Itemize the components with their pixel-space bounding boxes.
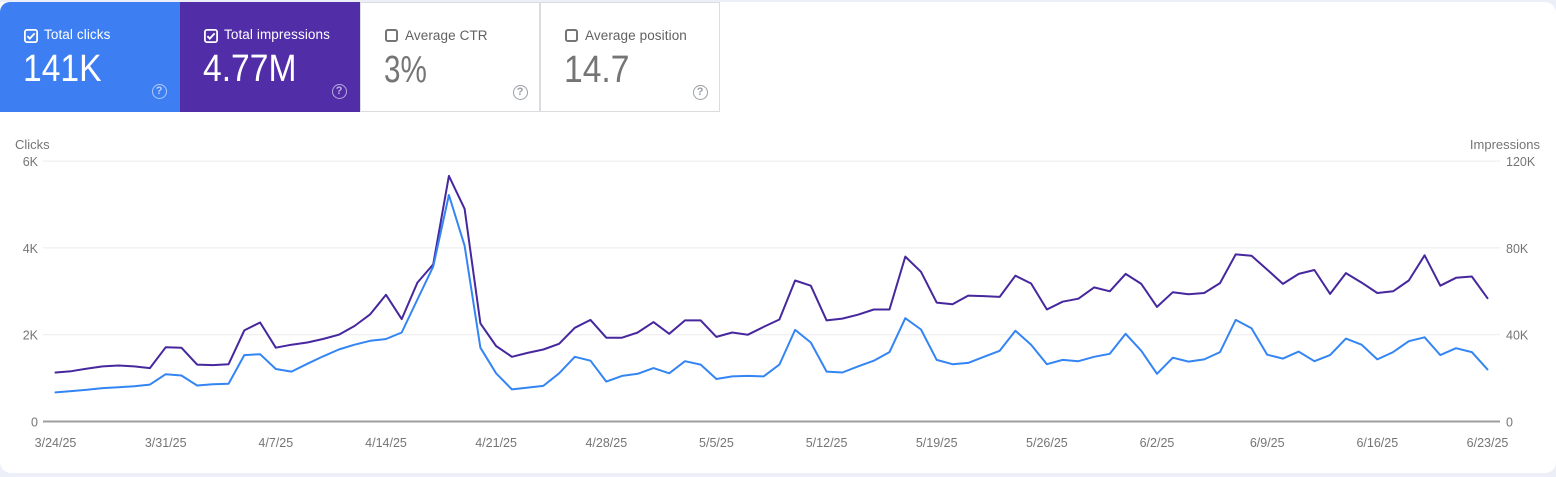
svg-text:6/23/25: 6/23/25 [1467, 436, 1509, 450]
svg-text:80K: 80K [1506, 242, 1529, 256]
svg-text:5/19/25: 5/19/25 [916, 436, 958, 450]
svg-text:6/16/25: 6/16/25 [1356, 436, 1398, 450]
svg-text:0: 0 [31, 416, 38, 430]
svg-text:3/24/25: 3/24/25 [35, 436, 77, 450]
svg-text:3/31/25: 3/31/25 [145, 436, 187, 450]
svg-text:6/2/25: 6/2/25 [1140, 436, 1175, 450]
svg-text:120K: 120K [1506, 155, 1536, 169]
svg-text:4/21/25: 4/21/25 [475, 436, 517, 450]
svg-text:6/9/25: 6/9/25 [1250, 436, 1285, 450]
svg-text:4/14/25: 4/14/25 [365, 436, 407, 450]
svg-text:5/26/25: 5/26/25 [1026, 436, 1068, 450]
svg-text:5/12/25: 5/12/25 [806, 436, 848, 450]
svg-text:4/28/25: 4/28/25 [585, 436, 627, 450]
svg-text:2K: 2K [23, 329, 39, 343]
svg-text:4/7/25: 4/7/25 [258, 436, 293, 450]
svg-text:40K: 40K [1506, 329, 1529, 343]
svg-text:5/5/25: 5/5/25 [699, 436, 734, 450]
svg-text:4K: 4K [23, 242, 39, 256]
svg-text:6K: 6K [23, 155, 39, 169]
svg-text:0: 0 [1506, 416, 1513, 430]
